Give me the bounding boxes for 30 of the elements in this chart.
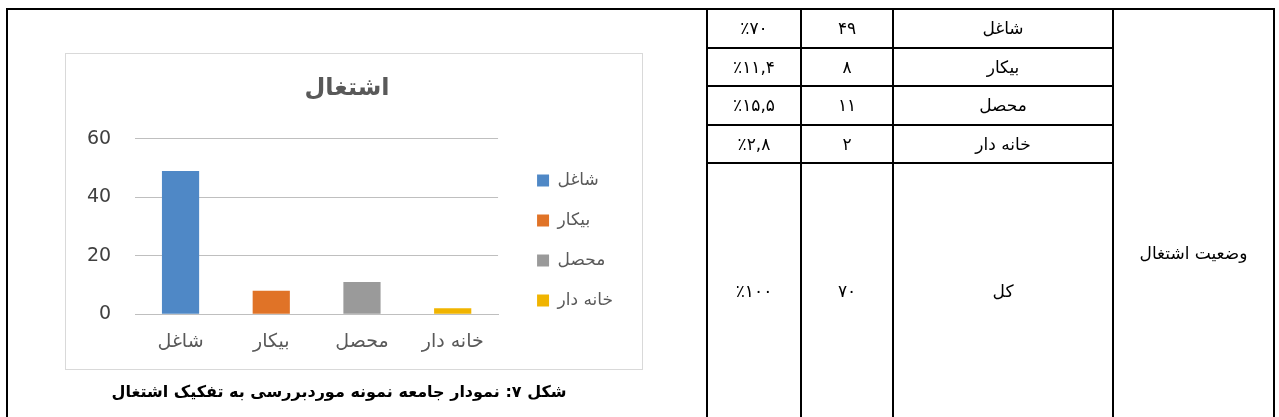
y-tick-label: 0 [99,301,112,324]
data-label: ٪۱۱,۴ [706,48,800,87]
x-tick-label: شاغل [157,328,204,351]
data-label: ٪۱۵,۵ [706,87,800,126]
category-label: کل [892,164,1112,417]
data-label: ۸ [800,48,892,87]
data-label: ٪۱۰۰ [706,164,800,417]
category-label: خانه دار [892,125,1112,164]
legend-label: محصل [557,248,606,269]
data-label: ٪۲,۸ [706,125,800,164]
y-tick-label: 20 [86,242,112,265]
legend-label: بیکار [556,208,591,229]
chart-title: اشتغال [304,72,390,101]
data-label: ۴۹ [800,10,892,49]
category-label: محصل [892,87,1112,126]
y-tick-label: 40 [86,184,112,207]
data-label: ٪۷۰ [706,10,800,49]
x-tick-label: خانه دار [420,328,484,352]
category-label: بیکار [892,48,1112,87]
legend-label: خانه دار [556,288,614,309]
x-tick-label: محصل [335,328,389,351]
category-label: شاغل [892,10,1112,49]
legend-label: شاغل [557,168,599,189]
text: شکل ۷: نمودار جامعه نمونه موردبررسی به تفکیک اشتغال [110,381,568,403]
data-label: ۷۰ [800,164,892,417]
y-tick-label: 60 [86,125,112,148]
data-label: ۲ [800,125,892,164]
x-tick-label: بیکار [252,328,290,352]
data-label: ۱۱ [800,87,892,126]
text: وضعیت اشتغال [1112,10,1273,417]
